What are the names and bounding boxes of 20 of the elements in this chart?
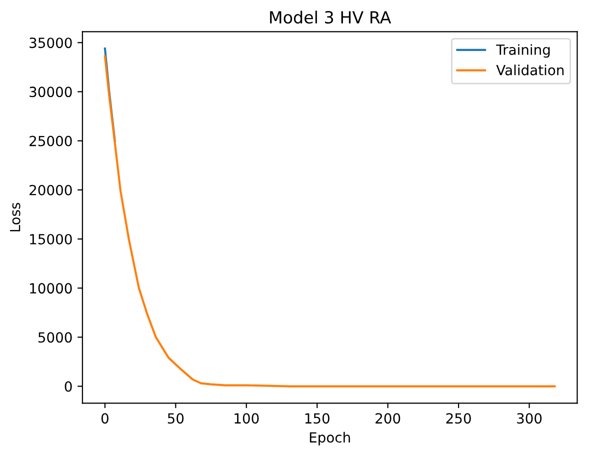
x-tick-label: 250: [446, 413, 471, 424]
y-axis-title: Loss: [10, 202, 20, 232]
x-tick-label: 150: [305, 413, 330, 424]
y-tick-label: 0: [64, 381, 72, 392]
legend-label: Training: [496, 44, 550, 58]
x-tick-label: 50: [168, 413, 184, 424]
x-tick-label: 300: [517, 413, 542, 424]
y-tick-label: 25000: [30, 136, 72, 146]
y-tick-label: 30000: [30, 86, 72, 98]
y-tick-label: 35000: [30, 38, 72, 48]
y-tick-label: 5000: [38, 332, 72, 343]
chart-title: Model 3 HV RA: [270, 10, 392, 24]
legend-label: Validation: [496, 64, 564, 76]
x-tick-label: 200: [376, 413, 400, 424]
y-tick-label: 15000: [30, 234, 72, 244]
y-tick-label: 20000: [30, 184, 72, 196]
x-tick-label: 0: [101, 413, 108, 424]
y-tick-label: 10000: [30, 283, 72, 294]
x-tick-label: 100: [234, 413, 259, 424]
x-axis-title: Epoch: [310, 432, 350, 446]
